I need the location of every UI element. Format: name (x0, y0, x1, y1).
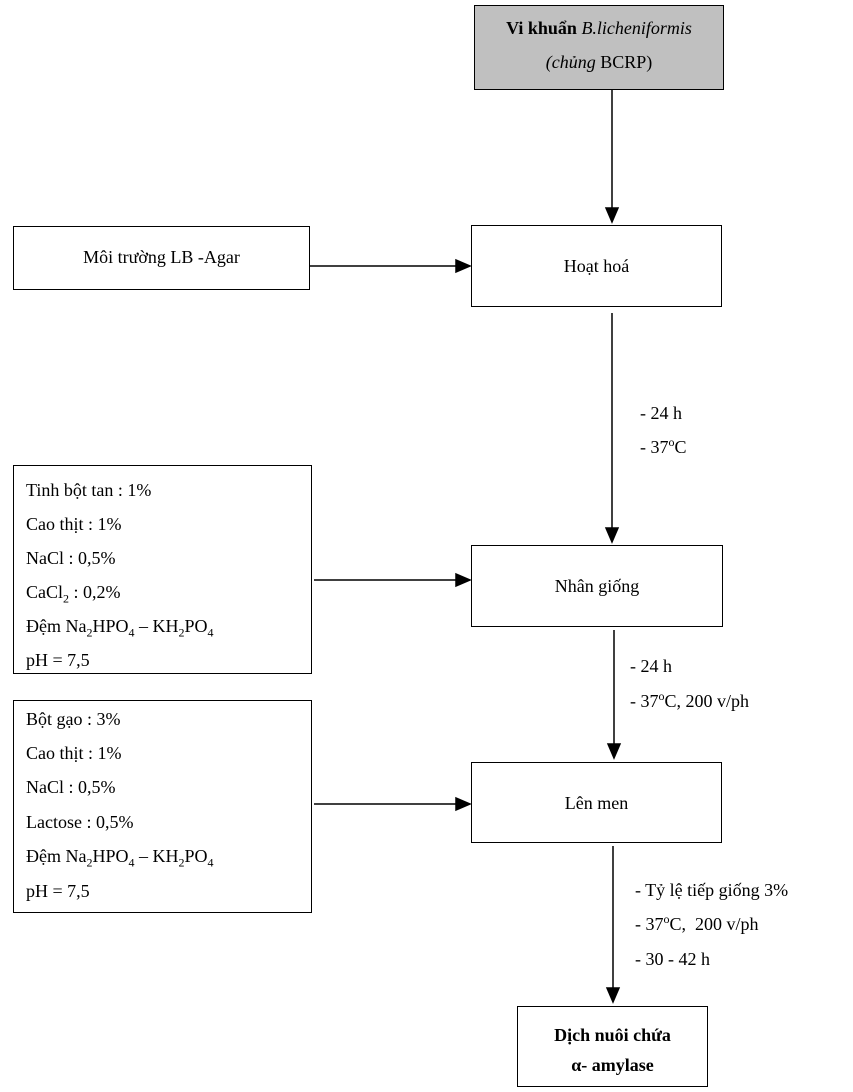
text: o (668, 435, 675, 449)
text: 2 (86, 855, 93, 870)
text: 2 (178, 625, 185, 640)
arrowhead (455, 572, 472, 588)
medium-line: Cao thịt : 1% (26, 743, 122, 763)
medium-line: pH = 7,5 (26, 650, 90, 670)
text: – KH (134, 616, 179, 636)
text: HPO (92, 616, 129, 636)
medium-box: Môi trường LB -Agar (13, 226, 310, 290)
arrowhead (605, 987, 621, 1004)
medium-box: Tinh bột tan : 1% Cao thịt : 1% NaCl : 0… (13, 465, 312, 674)
text: 4 (207, 625, 214, 640)
step-box: Hoạt hoá (471, 225, 722, 307)
condition: - 24 h (630, 656, 672, 676)
medium-line: pH = 7,5 (26, 881, 90, 901)
text: PO (184, 616, 208, 636)
source-box: Vi khuẩn B.licheniformis (chủng BCRP) (474, 5, 724, 90)
source-line: (chủng BCRP) (475, 52, 723, 72)
arrowhead (455, 796, 472, 812)
source-line: Vi khuẩn B.licheniformis (475, 18, 723, 38)
text: – KH (134, 846, 179, 866)
text: 4 (128, 625, 135, 640)
text: C, 200 v/ph (664, 691, 750, 711)
medium-line: Đệm Na2HPO4 – KH2PO4 (26, 846, 214, 869)
medium-line: Bột gạo : 3% (26, 709, 121, 729)
text: - 37 (630, 691, 659, 711)
product-box: Dịch nuôi chứa α- amylase (517, 1006, 708, 1087)
arrowhead (606, 743, 622, 760)
text: 2 (63, 591, 70, 606)
text: B.licheniformis (581, 18, 692, 38)
medium-line: CaCl2 : 0,2% (26, 582, 121, 605)
text: 2 (86, 625, 93, 640)
text: 4 (128, 855, 135, 870)
medium-box: Bột gạo : 3% Cao thịt : 1% NaCl : 0,5% L… (13, 700, 312, 913)
text: HPO (92, 846, 129, 866)
medium-line: Cao thịt : 1% (26, 514, 122, 534)
text: C, 200 v/ph (669, 914, 759, 934)
text: PO (184, 846, 208, 866)
step-box: Nhân giống (471, 545, 723, 627)
medium-line: Môi trường LB -Agar (83, 247, 240, 267)
condition: - Tỷ lệ tiếp giống 3% (635, 880, 789, 900)
condition: - 37oC, 200 v/ph (630, 689, 750, 711)
text: CaCl (26, 582, 64, 602)
product-line: Dịch nuôi chứa (554, 1025, 671, 1045)
step-label: Hoạt hoá (563, 256, 630, 276)
text: Đệm Na (26, 616, 87, 636)
step-box: Lên men (471, 762, 722, 843)
step-label: Lên men (564, 793, 629, 813)
medium-line: Tinh bột tan : 1% (26, 480, 152, 500)
step-label: Nhân giống (554, 576, 640, 596)
arrowhead (604, 207, 620, 224)
text: o (658, 689, 665, 703)
condition: - 37oC, 200 v/ph (635, 912, 759, 934)
text: o (663, 912, 670, 926)
text: (chủng (545, 52, 601, 72)
condition: - 37oC (640, 435, 687, 457)
text: - 37 (640, 437, 669, 457)
medium-line: Đệm Na2HPO4 – KH2PO4 (26, 616, 214, 639)
arrowhead (604, 527, 620, 544)
medium-line: NaCl : 0,5% (26, 548, 116, 568)
text: Đệm Na (26, 846, 87, 866)
text: : 0,2% (69, 582, 121, 602)
product-line: α- amylase (571, 1055, 654, 1075)
text: Vi khuẩn (506, 18, 582, 38)
medium-line: NaCl : 0,5% (26, 777, 116, 797)
text: - 37 (635, 914, 664, 934)
text: 2 (178, 855, 185, 870)
condition: - 30 - 42 h (635, 949, 710, 969)
text: 4 (207, 855, 214, 870)
arrowhead (455, 258, 472, 274)
text: BCRP) (600, 52, 653, 72)
medium-line: Lactose : 0,5% (26, 812, 134, 832)
text: C (674, 437, 687, 457)
condition: - 24 h (640, 403, 682, 423)
